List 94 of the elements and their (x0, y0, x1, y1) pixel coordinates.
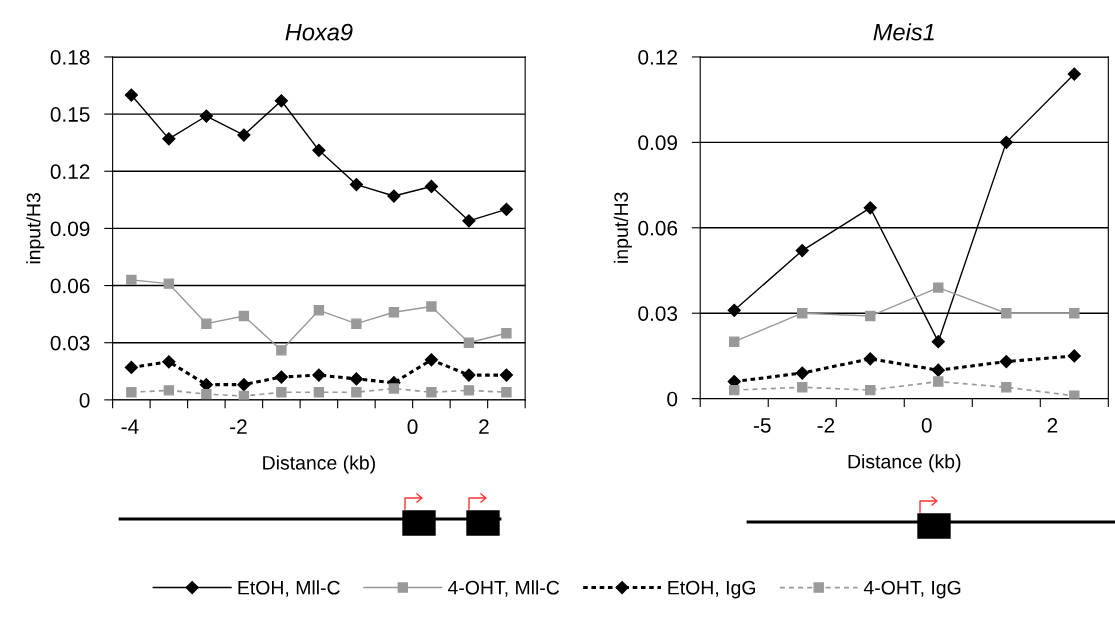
point (863, 201, 877, 215)
point (162, 132, 176, 146)
point (126, 274, 137, 286)
point (163, 385, 175, 396)
legend-label: EtOH, IgG (668, 580, 756, 599)
point (499, 368, 514, 382)
text: 0 (921, 417, 932, 433)
text: 2 (1047, 417, 1058, 433)
y-tick-label: 0.18 (50, 49, 90, 65)
chart-title: Hoxa9 (285, 23, 353, 41)
point (865, 310, 876, 322)
point (729, 336, 740, 347)
x-axis-title: Distance (kb) (263, 455, 375, 474)
point (312, 143, 326, 157)
point (237, 128, 251, 142)
y-tick-label: 0.09 (638, 135, 678, 151)
chart-title: Meis1 (873, 23, 934, 41)
point (312, 368, 326, 382)
point (933, 376, 944, 387)
text: 2 (479, 419, 489, 434)
point (462, 214, 476, 228)
text: -2 (817, 417, 835, 433)
point (727, 303, 741, 317)
x-axis-title: Distance (kb) (848, 454, 961, 473)
text: -4 (121, 419, 139, 434)
point (1001, 382, 1012, 393)
point (424, 179, 438, 194)
point (795, 366, 809, 380)
y-tick-label: 0.06 (638, 220, 678, 236)
point (426, 301, 437, 312)
point (351, 387, 362, 398)
point (349, 372, 363, 386)
point (1067, 67, 1081, 81)
y-tick-label: 0.03 (50, 335, 90, 351)
legend-label: 4-OHT, IgG (863, 580, 961, 599)
point (931, 335, 945, 349)
text: -2 (230, 419, 247, 434)
y-tick-label: 0.12 (50, 164, 90, 180)
y-axis-title: input/H3 (26, 193, 45, 264)
point (426, 387, 437, 398)
point (388, 383, 400, 394)
point (124, 88, 138, 102)
text: 0 (407, 419, 418, 435)
y-tick-label: 0.06 (50, 278, 90, 294)
point (124, 360, 138, 375)
point (463, 385, 475, 396)
point (1001, 308, 1012, 319)
point (999, 135, 1013, 149)
point (499, 202, 514, 216)
text: -5 (753, 418, 771, 433)
point (933, 282, 944, 293)
point (126, 387, 137, 398)
legend-label: 4-OHT, Mll-C (447, 580, 560, 597)
point (501, 327, 512, 339)
point (795, 243, 809, 258)
point (201, 388, 212, 400)
point (729, 384, 740, 396)
point (863, 352, 877, 366)
point (999, 355, 1013, 369)
legend-label: EtOH, Mll-C (238, 580, 340, 597)
point (237, 378, 251, 392)
point (163, 278, 175, 289)
point (274, 370, 288, 384)
point (238, 310, 250, 322)
point (162, 355, 176, 369)
point (931, 363, 945, 377)
point (201, 318, 212, 329)
point (313, 305, 325, 316)
point (388, 307, 400, 318)
y-tick-label: 0.15 (50, 107, 90, 122)
point (349, 178, 363, 192)
point (276, 387, 287, 398)
point (313, 387, 325, 398)
point (1069, 390, 1080, 399)
y-tick-label: 0.12 (638, 49, 677, 65)
y-tick-label: 0 (79, 392, 90, 408)
point (797, 382, 808, 393)
point (1067, 349, 1081, 363)
point (276, 345, 287, 356)
y-tick-label: 0.03 (638, 306, 678, 321)
y-axis-title: input/H3 (613, 192, 632, 263)
point (351, 318, 362, 329)
y-tick-label: 0.09 (50, 221, 90, 237)
point (199, 109, 213, 123)
point (501, 387, 512, 398)
point (865, 384, 876, 396)
point (424, 353, 438, 367)
point (463, 337, 475, 348)
point (1069, 308, 1080, 319)
point (462, 368, 476, 382)
point (274, 94, 288, 108)
point (387, 189, 401, 203)
point (797, 308, 808, 319)
y-tick-label: 0 (667, 391, 678, 407)
